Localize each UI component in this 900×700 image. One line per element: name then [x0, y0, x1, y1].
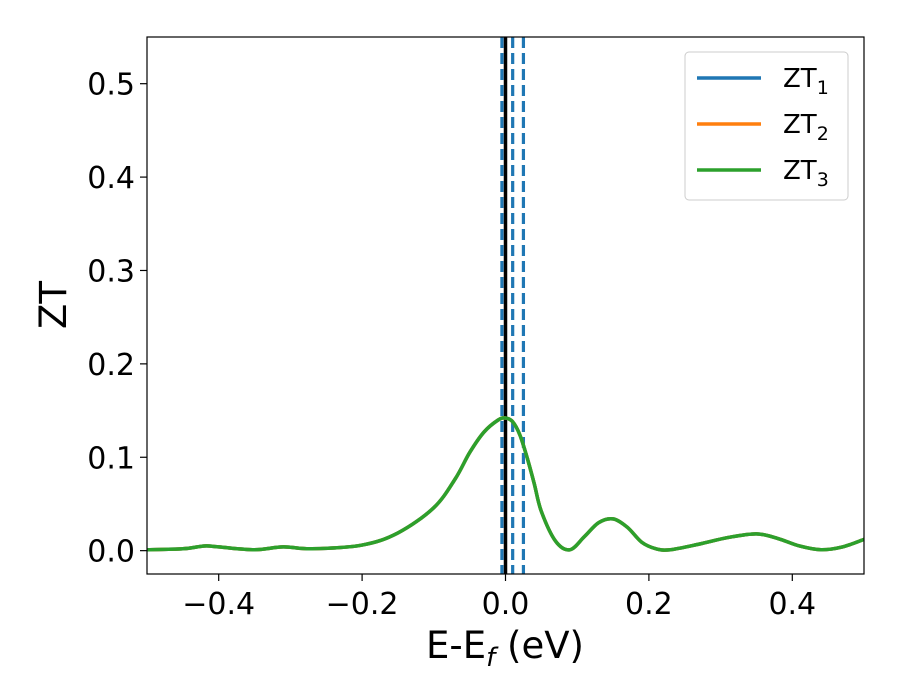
y-axis-label: ZT [32, 281, 75, 329]
x-axis-ticks: −0.4 −0.2 0.0 0.2 0.4 [182, 574, 816, 622]
y-tick-label: 0.5 [87, 68, 135, 103]
series-lines [147, 416, 864, 552]
legend-box [684, 51, 849, 201]
y-axis-ticks: 0.0 0.1 0.2 0.3 0.4 0.5 [87, 68, 147, 570]
y-tick-label: 0.2 [87, 348, 135, 383]
legend-label: ZT2 [783, 110, 829, 145]
legend-items: ZT1 ZT2 ZT3 [697, 64, 829, 191]
y-tick-label: 0.0 [87, 535, 135, 570]
legend: ZT1 ZT2 ZT3 [684, 51, 849, 201]
x-axis-label: E-Ef (eV) [426, 624, 584, 673]
y-tick-label: 0.4 [87, 161, 135, 196]
x-tick-label: −0.2 [326, 587, 399, 622]
y-tick-label: 0.1 [87, 441, 135, 476]
legend-label: ZT3 [783, 156, 829, 191]
x-tick-label: 0.4 [768, 587, 816, 622]
series-line-3 [147, 416, 864, 552]
reference-lines [500, 37, 526, 574]
x-tick-label: 0.2 [625, 587, 673, 622]
x-tick-label: −0.4 [182, 587, 255, 622]
y-tick-label: 0.3 [87, 254, 135, 289]
x-tick-label: 0.0 [482, 587, 530, 622]
legend-label: ZT1 [783, 64, 829, 99]
